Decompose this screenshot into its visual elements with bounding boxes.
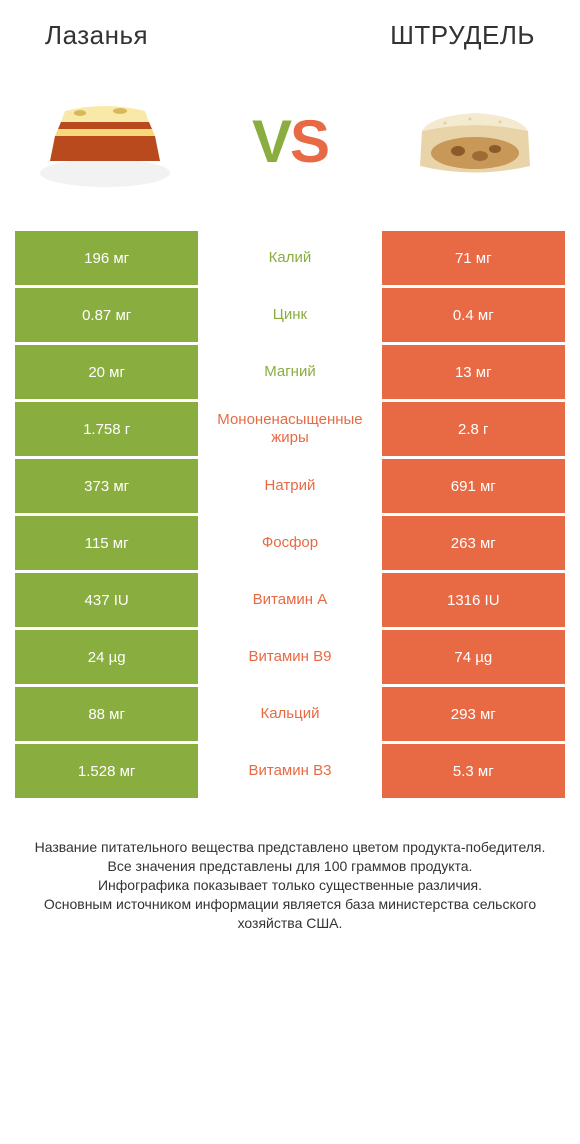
value-left: 0.87 мг — [15, 288, 198, 342]
nutrient-label: Магний — [198, 345, 381, 399]
food-image-right — [395, 81, 555, 201]
nutrient-label: Витамин B9 — [198, 630, 381, 684]
table-row: 373 мгНатрий691 мг — [15, 459, 565, 513]
table-row: 0.87 мгЦинк0.4 мг — [15, 288, 565, 342]
table-row: 88 мгКальций293 мг — [15, 687, 565, 741]
table-row: 20 мгМагний13 мг — [15, 345, 565, 399]
vs-v: V — [252, 108, 290, 175]
vs-label: VS — [252, 107, 328, 176]
food-image-left — [25, 81, 185, 201]
nutrient-label: Витамин B3 — [198, 744, 381, 798]
value-right: 71 мг — [382, 231, 565, 285]
nutrient-label: Фосфор — [198, 516, 381, 570]
table-row: 24 µgВитамин B974 µg — [15, 630, 565, 684]
value-left: 1.758 г — [15, 402, 198, 456]
value-right: 293 мг — [382, 687, 565, 741]
title-left: Лазанья — [45, 20, 148, 51]
nutrient-label: Цинк — [198, 288, 381, 342]
table-row: 115 мгФосфор263 мг — [15, 516, 565, 570]
header: Лазанья ШТРУДЕЛЬ — [15, 20, 565, 71]
value-right: 2.8 г — [382, 402, 565, 456]
value-right: 691 мг — [382, 459, 565, 513]
nutrient-label: Натрий — [198, 459, 381, 513]
value-right: 13 мг — [382, 345, 565, 399]
nutrient-label: Мононенасыщенные жиры — [198, 402, 381, 456]
footer-line: Все значения представлены для 100 граммо… — [25, 857, 555, 876]
value-left: 196 мг — [15, 231, 198, 285]
value-left: 437 IU — [15, 573, 198, 627]
value-right: 74 µg — [382, 630, 565, 684]
vs-row: VS — [15, 81, 565, 201]
value-left: 88 мг — [15, 687, 198, 741]
strudel-icon — [400, 91, 550, 191]
value-right: 5.3 мг — [382, 744, 565, 798]
value-right: 1316 IU — [382, 573, 565, 627]
footer-line: Основным источником информации является … — [25, 895, 555, 933]
value-left: 373 мг — [15, 459, 198, 513]
comparison-table: 196 мгКалий71 мг0.87 мгЦинк0.4 мг20 мгМа… — [15, 231, 565, 798]
nutrient-label: Кальций — [198, 687, 381, 741]
table-row: 196 мгКалий71 мг — [15, 231, 565, 285]
vs-s: S — [290, 108, 328, 175]
footer-line: Инфографика показывает только существенн… — [25, 876, 555, 895]
table-row: 437 IUВитамин A1316 IU — [15, 573, 565, 627]
value-left: 24 µg — [15, 630, 198, 684]
nutrient-label: Витамин A — [198, 573, 381, 627]
table-row: 1.528 мгВитамин B35.3 мг — [15, 744, 565, 798]
value-right: 263 мг — [382, 516, 565, 570]
value-left: 20 мг — [15, 345, 198, 399]
footer-line: Название питательного вещества представл… — [25, 838, 555, 857]
value-right: 0.4 мг — [382, 288, 565, 342]
table-row: 1.758 гМононенасыщенные жиры2.8 г — [15, 402, 565, 456]
value-left: 115 мг — [15, 516, 198, 570]
footer-note: Название питательного вещества представл… — [15, 838, 565, 932]
comparison-infographic: Лазанья ШТРУДЕЛЬ VS — [0, 0, 580, 952]
value-left: 1.528 мг — [15, 744, 198, 798]
title-right: ШТРУДЕЛЬ — [390, 20, 535, 51]
lasagna-icon — [30, 91, 180, 191]
nutrient-label: Калий — [198, 231, 381, 285]
